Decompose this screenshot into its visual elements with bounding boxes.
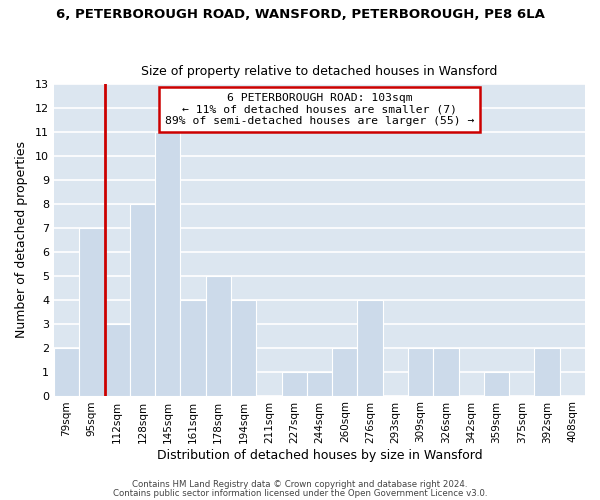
Bar xyxy=(535,348,560,396)
Y-axis label: Number of detached properties: Number of detached properties xyxy=(15,141,28,338)
Text: 6, PETERBOROUGH ROAD, WANSFORD, PETERBOROUGH, PE8 6LA: 6, PETERBOROUGH ROAD, WANSFORD, PETERBOR… xyxy=(56,8,544,20)
Bar xyxy=(332,348,358,396)
Bar xyxy=(281,372,307,396)
Bar xyxy=(181,300,206,396)
Bar xyxy=(206,276,231,396)
Bar xyxy=(408,348,433,396)
Bar xyxy=(104,324,130,396)
X-axis label: Distribution of detached houses by size in Wansford: Distribution of detached houses by size … xyxy=(157,450,482,462)
Text: 6 PETERBOROUGH ROAD: 103sqm
← 11% of detached houses are smaller (7)
89% of semi: 6 PETERBOROUGH ROAD: 103sqm ← 11% of det… xyxy=(165,93,474,126)
Text: Contains public sector information licensed under the Open Government Licence v3: Contains public sector information licen… xyxy=(113,488,487,498)
Text: Contains HM Land Registry data © Crown copyright and database right 2024.: Contains HM Land Registry data © Crown c… xyxy=(132,480,468,489)
Bar xyxy=(130,204,155,396)
Bar xyxy=(155,132,181,396)
Bar xyxy=(484,372,509,396)
Title: Size of property relative to detached houses in Wansford: Size of property relative to detached ho… xyxy=(141,66,497,78)
Bar xyxy=(79,228,104,396)
Bar xyxy=(433,348,458,396)
Bar xyxy=(358,300,383,396)
Bar xyxy=(307,372,332,396)
Bar xyxy=(54,348,79,396)
Bar xyxy=(231,300,256,396)
